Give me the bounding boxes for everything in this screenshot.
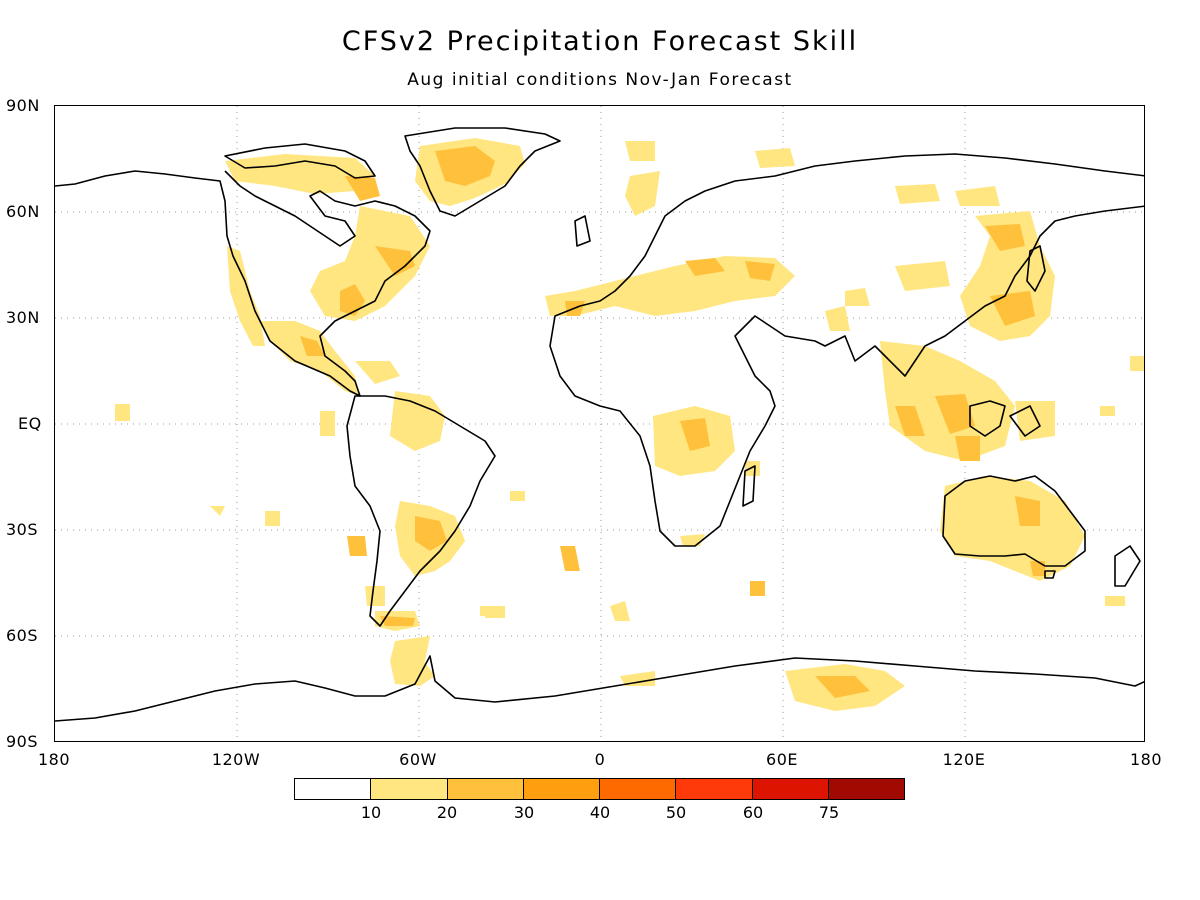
map-panel — [54, 105, 1145, 742]
legend-box-2 — [447, 779, 524, 799]
x-tick-180w: 180 — [37, 750, 71, 769]
y-tick-eq: EQ — [18, 414, 42, 433]
color-legend — [294, 778, 905, 800]
legend-label-30: 30 — [513, 803, 535, 822]
world-map — [55, 106, 1144, 741]
x-tick-180e: 180 — [1129, 750, 1163, 769]
map-title: CFSv2 Precipitation Forecast Skill — [341, 26, 859, 57]
y-tick-30n: 30N — [6, 308, 40, 327]
x-tick-120w: 120W — [211, 750, 261, 769]
legend-box-7 — [828, 779, 904, 799]
skill-shading — [115, 138, 1144, 711]
map-subtitle: Aug initial conditions Nov-Jan Forecast — [407, 70, 793, 90]
legend-box-5 — [676, 779, 753, 799]
legend-label-50: 50 — [665, 803, 687, 822]
coastlines — [55, 127, 1144, 722]
x-tick-60e: 60E — [766, 750, 798, 769]
legend-box-3 — [523, 779, 600, 799]
legend-label-75: 75 — [818, 803, 840, 822]
legend-box-6 — [752, 779, 829, 799]
x-tick-0: 0 — [594, 750, 606, 769]
legend-label-20: 20 — [436, 803, 458, 822]
legend-box-0 — [295, 779, 372, 799]
y-tick-90n: 90N — [6, 96, 40, 115]
y-tick-90s: 90S — [6, 732, 39, 751]
x-tick-120e: 120E — [942, 750, 986, 769]
y-tick-30s: 30S — [6, 520, 39, 539]
x-tick-60w: 60W — [399, 750, 437, 769]
legend-box-4 — [600, 779, 677, 799]
legend-box-1 — [371, 779, 448, 799]
y-tick-60n: 60N — [6, 202, 40, 221]
legend-label-10: 10 — [360, 803, 382, 822]
legend-label-60: 60 — [742, 803, 764, 822]
y-tick-60s: 60S — [6, 626, 39, 645]
legend-label-40: 40 — [589, 803, 611, 822]
